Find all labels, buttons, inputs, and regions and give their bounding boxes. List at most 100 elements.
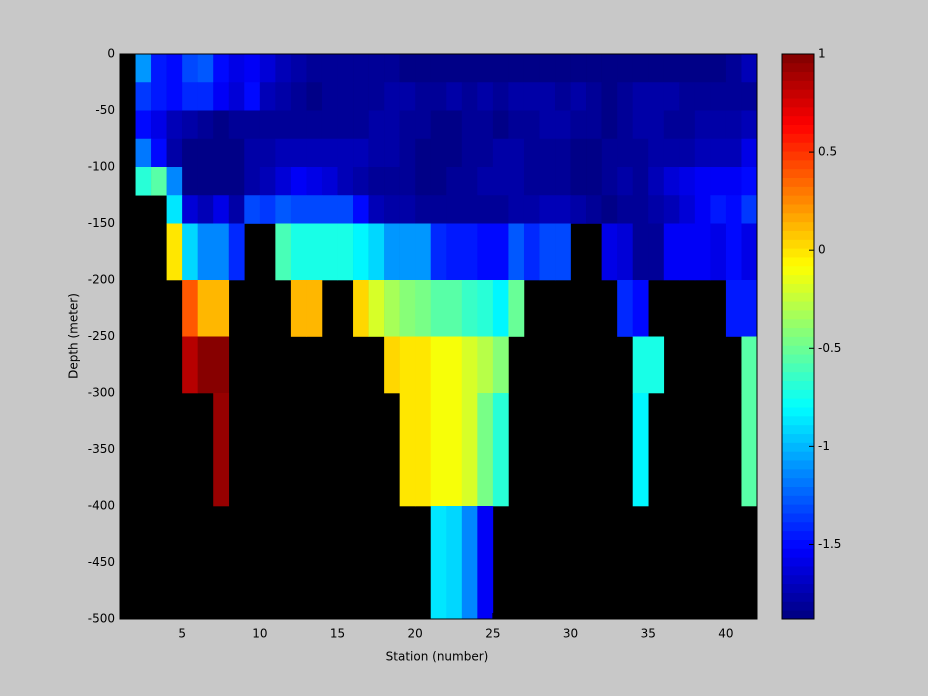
colorbar-step <box>782 195 814 205</box>
heat-cell <box>399 195 416 224</box>
y-axis-label: Depth (meter) <box>67 293 81 379</box>
heat-cell <box>368 138 385 168</box>
heat-cell <box>586 195 602 224</box>
heat-cell <box>632 336 649 394</box>
heat-cell <box>632 280 649 337</box>
heat-cell <box>368 54 385 83</box>
heat-cell <box>213 336 230 394</box>
heat-cell <box>430 506 447 620</box>
heat-cell <box>663 54 680 83</box>
heat-cell <box>321 138 338 168</box>
heat-cell <box>399 223 416 281</box>
heat-cell <box>384 167 400 196</box>
colorbar-step <box>782 204 814 214</box>
heat-cell <box>135 167 152 196</box>
heat-cell <box>151 138 167 168</box>
heat-cell <box>213 280 230 337</box>
colorbar-tick-label: -1 <box>818 439 830 453</box>
colorbar-step <box>782 451 814 461</box>
heat-cell <box>461 110 478 140</box>
heat-cell <box>415 280 432 337</box>
heat-cell <box>461 82 478 111</box>
y-tick-label: 0 <box>107 47 115 61</box>
heat-cell <box>446 82 463 111</box>
heat-cell <box>399 54 416 83</box>
colorbar-step <box>782 336 814 346</box>
heat-cell <box>648 195 665 224</box>
heat-cell <box>290 54 307 83</box>
heat-cell <box>275 223 292 281</box>
heat-cell <box>523 195 540 224</box>
heat-cell <box>244 167 261 196</box>
heat-cell <box>368 223 385 281</box>
heat-cell <box>399 138 416 168</box>
heat-cell <box>663 138 680 168</box>
colorbar-step <box>782 124 814 134</box>
heat-cell <box>368 195 385 224</box>
heat-cell <box>197 195 214 224</box>
colorbar-step <box>782 212 814 223</box>
heat-cell <box>290 110 307 140</box>
heat-cell <box>446 54 463 83</box>
heat-cell <box>182 110 198 140</box>
heat-cell <box>321 54 338 83</box>
heat-cell <box>632 393 649 507</box>
heat-cell <box>725 280 742 337</box>
colorbar-step <box>782 442 814 452</box>
heat-cell <box>197 280 214 337</box>
heat-cell <box>539 82 556 111</box>
colorbar-step <box>782 98 814 108</box>
heat-cell <box>353 138 369 168</box>
heat-cell <box>182 54 198 83</box>
heat-cell <box>166 82 183 111</box>
heat-cell <box>290 138 307 168</box>
heat-cell <box>725 195 742 224</box>
heat-cell <box>446 506 463 620</box>
heat-cell <box>213 54 230 83</box>
heat-cell <box>555 195 571 224</box>
x-axis-label: Station (number) <box>386 650 489 664</box>
y-tick-label: -300 <box>88 386 115 400</box>
heat-cell <box>461 223 478 281</box>
heat-cell <box>166 110 183 140</box>
colorbar-step <box>782 301 814 311</box>
heat-cell <box>725 223 742 281</box>
heat-cell <box>461 280 478 337</box>
heat-cell <box>570 138 587 168</box>
heat-cell <box>166 195 183 224</box>
heat-cell <box>679 223 696 281</box>
heat-cell <box>741 167 758 196</box>
heat-cell <box>166 223 183 281</box>
heat-cell <box>725 110 742 140</box>
heat-cell <box>679 195 696 224</box>
heat-cell <box>213 223 230 281</box>
heat-cell <box>648 110 665 140</box>
colorbar-step <box>782 504 814 514</box>
heat-cell <box>244 195 261 224</box>
heat-cell <box>275 195 292 224</box>
colorbar-step <box>782 345 814 355</box>
heat-cell <box>368 167 385 196</box>
heat-cell <box>492 280 509 337</box>
heat-cell <box>446 223 463 281</box>
colorbar-step <box>782 530 814 540</box>
heat-cell <box>555 110 571 140</box>
heat-cell <box>523 82 540 111</box>
heat-cell <box>135 54 152 83</box>
heat-cell <box>415 54 432 83</box>
heat-cell <box>586 82 602 111</box>
heat-cell <box>601 223 618 281</box>
heat-cell <box>135 82 152 111</box>
heat-cell <box>337 167 354 196</box>
heat-cell <box>694 54 711 83</box>
heat-cell <box>197 336 214 394</box>
colorbar-step <box>782 265 814 276</box>
colorbar-step <box>782 310 814 320</box>
colorbar-step <box>782 54 814 64</box>
heat-cell <box>539 54 556 83</box>
heat-cell <box>617 138 634 168</box>
heat-cell <box>213 393 230 507</box>
heat-cell <box>679 167 696 196</box>
heat-cell <box>648 138 665 168</box>
